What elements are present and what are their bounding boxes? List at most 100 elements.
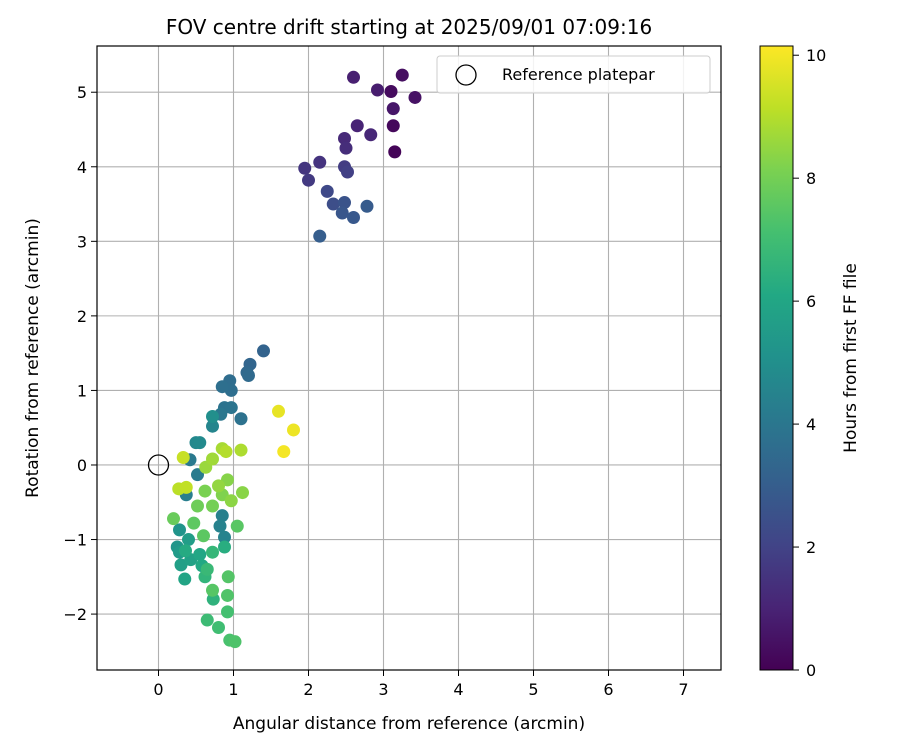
data-point	[206, 410, 219, 424]
data-point	[287, 423, 300, 437]
data-point	[221, 570, 235, 584]
data-point	[326, 197, 340, 211]
data-point	[198, 484, 212, 498]
legend-box	[436, 55, 711, 94]
data-point	[298, 161, 312, 175]
data-point	[234, 412, 248, 426]
data-point	[347, 70, 360, 84]
data-point	[215, 509, 229, 523]
data-point	[388, 145, 402, 159]
data-point	[191, 499, 204, 513]
data-point	[215, 380, 229, 394]
x-tick-label: 4	[453, 680, 463, 699]
x-tick-label: 2	[303, 680, 313, 699]
data-point	[335, 206, 349, 220]
data-point	[224, 401, 238, 415]
data-points	[167, 68, 422, 649]
data-point	[230, 519, 244, 533]
data-point	[350, 119, 364, 133]
data-point	[221, 605, 234, 619]
data-point	[206, 452, 219, 466]
data-point	[178, 572, 192, 586]
data-point	[371, 83, 384, 97]
data-point	[187, 516, 201, 530]
data-point	[228, 635, 242, 649]
data-point	[182, 533, 195, 547]
y-tick-label: 4	[77, 158, 87, 177]
data-point	[167, 512, 180, 526]
data-point	[313, 155, 327, 169]
data-point	[212, 479, 225, 493]
data-point	[179, 544, 192, 558]
legend: Reference platepar	[436, 55, 711, 94]
colorbar-tick-label: 10	[806, 46, 826, 65]
x-tick-label: 3	[378, 680, 388, 699]
data-point	[193, 436, 207, 450]
data-point	[200, 613, 214, 627]
y-tick-label: −1	[63, 531, 87, 550]
reference-platepar-point	[147, 454, 170, 476]
data-point	[386, 119, 400, 133]
data-point	[212, 621, 225, 635]
data-point	[320, 184, 334, 198]
x-tick-label: 6	[603, 680, 613, 699]
colorbar-tick-label: 4	[806, 415, 816, 434]
data-point	[347, 210, 360, 224]
data-point	[364, 128, 378, 142]
x-tick-label: 7	[678, 680, 688, 699]
data-point	[338, 196, 351, 210]
x-tick-label: 5	[528, 680, 538, 699]
x-axis-label: Angular distance from reference (arcmin)	[233, 714, 585, 734]
x-tick-label: 0	[153, 680, 163, 699]
colorbar-ticks: 0 2 4 6 8 10	[793, 46, 826, 680]
data-point	[257, 344, 270, 358]
data-point	[206, 583, 219, 597]
y-tick-label: 0	[77, 456, 87, 475]
colorbar-tick-label: 2	[806, 538, 816, 557]
legend-entry-label: Reference platepar	[502, 65, 655, 84]
data-point	[302, 173, 315, 187]
data-point	[395, 68, 409, 82]
data-point	[384, 84, 398, 98]
data-point	[176, 451, 190, 465]
data-point	[408, 90, 422, 104]
data-point	[224, 494, 238, 508]
data-point	[242, 369, 255, 383]
plot-area-frame	[96, 45, 722, 671]
data-point	[218, 530, 231, 544]
data-point	[221, 588, 234, 602]
data-point	[193, 547, 207, 561]
data-point	[272, 404, 285, 418]
data-point	[179, 480, 193, 494]
data-point	[236, 486, 249, 500]
colorbar	[759, 45, 794, 671]
data-point	[338, 131, 351, 145]
y-tick-label: 1	[77, 381, 87, 400]
data-point	[206, 419, 219, 433]
reference-marker	[147, 454, 170, 476]
colorbar-tick-label: 6	[806, 292, 816, 311]
data-point	[200, 562, 214, 576]
colorbar-tick-label: 8	[806, 169, 816, 188]
data-point	[360, 199, 374, 213]
data-point	[341, 165, 354, 179]
y-tick-label: −2	[63, 605, 87, 624]
data-point	[197, 529, 210, 543]
y-tick-label: 2	[77, 307, 87, 326]
data-point	[234, 443, 248, 457]
colorbar-label: Hours from first FF file	[841, 263, 861, 453]
y-tick-label: 5	[77, 83, 87, 102]
data-point	[277, 445, 291, 459]
y-axis-ticks: −2 −1 0 1 2 3 4 5	[63, 83, 97, 624]
x-axis-ticks: 0 1 2 3 4 5 6 7	[153, 670, 689, 699]
data-point	[219, 445, 233, 459]
y-tick-label: 3	[77, 232, 87, 251]
data-point	[173, 523, 186, 537]
data-point	[386, 102, 400, 116]
x-tick-label: 1	[228, 680, 238, 699]
data-point	[174, 558, 188, 572]
y-axis-label: Rotation from reference (arcmin)	[23, 218, 43, 498]
data-point	[213, 519, 227, 533]
